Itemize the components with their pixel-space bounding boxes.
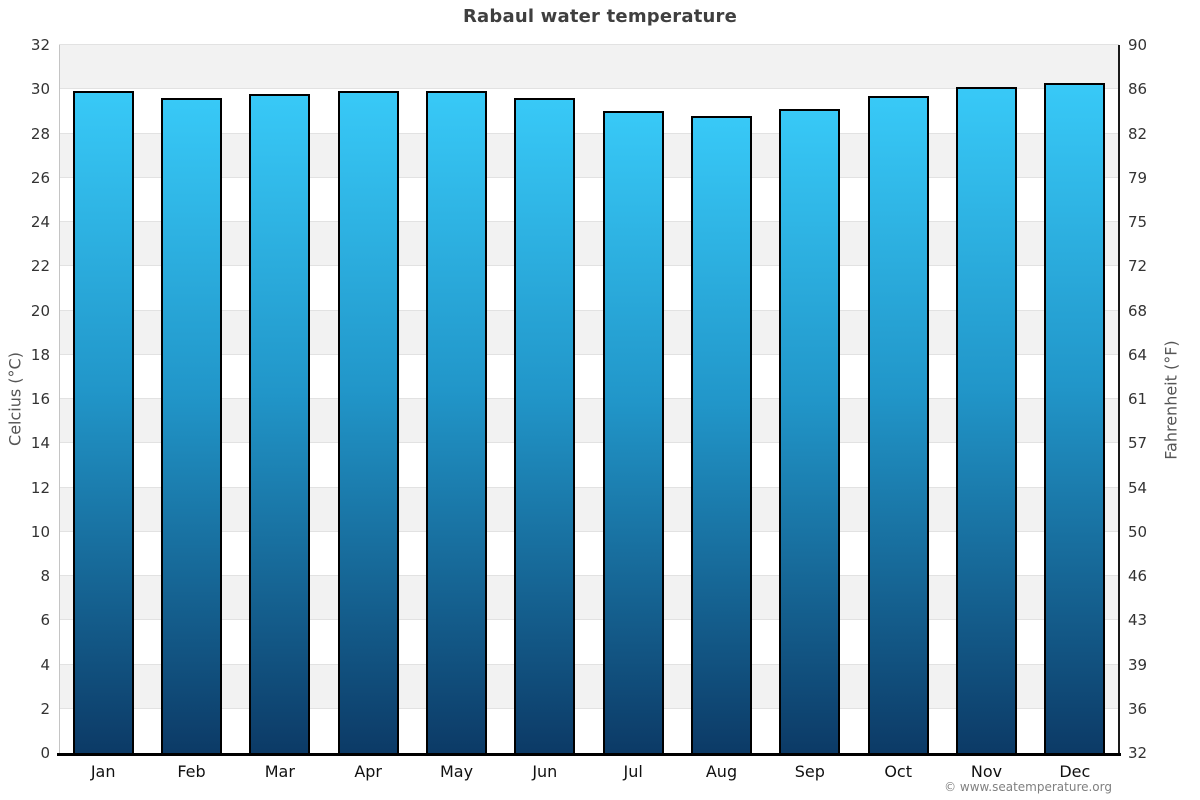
x-tick-jun: Jun xyxy=(532,762,558,781)
gridline xyxy=(59,442,1119,444)
bar-jun[interactable] xyxy=(514,98,576,756)
gridline xyxy=(59,530,1119,532)
plot-area xyxy=(59,44,1119,753)
y-axis-line-left xyxy=(59,45,60,753)
x-tick-may: May xyxy=(439,762,474,781)
x-tick-feb: Feb xyxy=(177,762,206,781)
x-axis-line xyxy=(57,753,1121,756)
gridline xyxy=(59,663,1119,665)
x-tick-dec: Dec xyxy=(1059,762,1091,781)
gridline xyxy=(59,309,1119,311)
y-tick-fahrenheit: 61 xyxy=(1128,390,1148,408)
plot-band xyxy=(59,576,1119,621)
x-tick-oct: Oct xyxy=(884,762,912,781)
x-tick-jan: Jan xyxy=(90,762,116,781)
y-tick-celsius: 2 xyxy=(40,699,50,718)
bar-apr[interactable] xyxy=(337,91,399,756)
gridline xyxy=(59,176,1119,178)
y-tick-fahrenheit: 68 xyxy=(1128,301,1148,320)
plot-band xyxy=(59,399,1119,444)
y-tick-fahrenheit: 86 xyxy=(1128,80,1148,99)
plot-band xyxy=(59,222,1119,267)
gridline xyxy=(59,221,1119,222)
y-tick-celsius: 18 xyxy=(30,345,50,364)
x-tick-aug: Aug xyxy=(705,762,738,781)
y-tick-fahrenheit: 39 xyxy=(1128,655,1148,674)
bar-nov[interactable] xyxy=(956,87,1017,756)
bar-dec[interactable] xyxy=(1044,82,1106,756)
bar-mar[interactable] xyxy=(249,93,311,756)
y-tick-celsius: 30 xyxy=(30,80,50,99)
y-tick-celsius: 6 xyxy=(40,611,50,630)
y-tick-fahrenheit: 79 xyxy=(1128,168,1148,187)
x-tick-jul: Jul xyxy=(623,762,643,781)
y-axis-line-right xyxy=(1118,45,1120,754)
bar-jul[interactable] xyxy=(602,111,664,756)
copyright-link[interactable]: © www.seatemperature.org xyxy=(944,780,1112,794)
y-tick-fahrenheit: 72 xyxy=(1128,257,1148,276)
y-tick-fahrenheit: 64 xyxy=(1128,345,1148,364)
y-tick-celsius: 22 xyxy=(30,257,50,276)
gridline xyxy=(59,132,1119,134)
bar-sep[interactable] xyxy=(779,109,841,756)
y-tick-celsius: 20 xyxy=(30,301,50,320)
y-tick-celsius: 4 xyxy=(40,655,50,674)
y-tick-fahrenheit: 90 xyxy=(1128,36,1148,54)
x-tick-apr: Apr xyxy=(354,762,382,781)
y-tick-fahrenheit: 57 xyxy=(1128,434,1148,453)
y-tick-fahrenheit: 75 xyxy=(1128,213,1148,231)
gridline xyxy=(59,88,1119,90)
y-tick-celsius: 12 xyxy=(30,478,50,497)
x-tick-mar: Mar xyxy=(264,762,295,781)
y-tick-fahrenheit: 36 xyxy=(1128,699,1148,718)
gridline xyxy=(59,619,1119,621)
y-tick-celsius: 0 xyxy=(40,744,50,762)
gridline xyxy=(59,44,1119,45)
y-tick-fahrenheit: 50 xyxy=(1128,522,1148,541)
y-tick-celsius: 10 xyxy=(30,522,50,541)
gridline xyxy=(59,353,1119,355)
y-tick-celsius: 14 xyxy=(30,434,50,453)
gridline xyxy=(59,575,1119,576)
y-tick-celsius: 24 xyxy=(30,213,50,231)
gridline xyxy=(59,265,1119,267)
y-tick-celsius: 16 xyxy=(30,390,50,408)
y-tick-celsius: 26 xyxy=(30,168,50,187)
bar-aug[interactable] xyxy=(691,115,752,756)
x-tick-nov: Nov xyxy=(970,762,1003,781)
y-tick-fahrenheit: 46 xyxy=(1128,567,1148,585)
y-axis-title-fahrenheit: Fahrenheit (°F) xyxy=(1161,340,1181,460)
plot-band xyxy=(59,310,1119,355)
plot-band xyxy=(59,45,1119,90)
y-tick-fahrenheit: 82 xyxy=(1128,124,1148,143)
plot-band xyxy=(59,487,1119,532)
x-tick-sep: Sep xyxy=(794,762,825,781)
plot-band xyxy=(59,664,1119,709)
bar-oct[interactable] xyxy=(867,95,929,756)
gridline xyxy=(59,707,1119,709)
bar-may[interactable] xyxy=(426,91,487,756)
bar-jan[interactable] xyxy=(72,91,134,756)
y-tick-fahrenheit: 43 xyxy=(1128,611,1148,630)
gridline xyxy=(59,398,1119,399)
y-tick-celsius: 8 xyxy=(40,567,50,585)
chart-title: Rabaul water temperature xyxy=(462,6,737,27)
y-tick-celsius: 32 xyxy=(30,36,50,54)
y-tick-fahrenheit: 54 xyxy=(1128,478,1148,497)
bar-feb[interactable] xyxy=(161,98,222,756)
plot-band xyxy=(59,133,1119,178)
y-tick-fahrenheit: 32 xyxy=(1128,744,1148,762)
gridline xyxy=(59,486,1119,488)
y-tick-celsius: 28 xyxy=(30,124,50,143)
